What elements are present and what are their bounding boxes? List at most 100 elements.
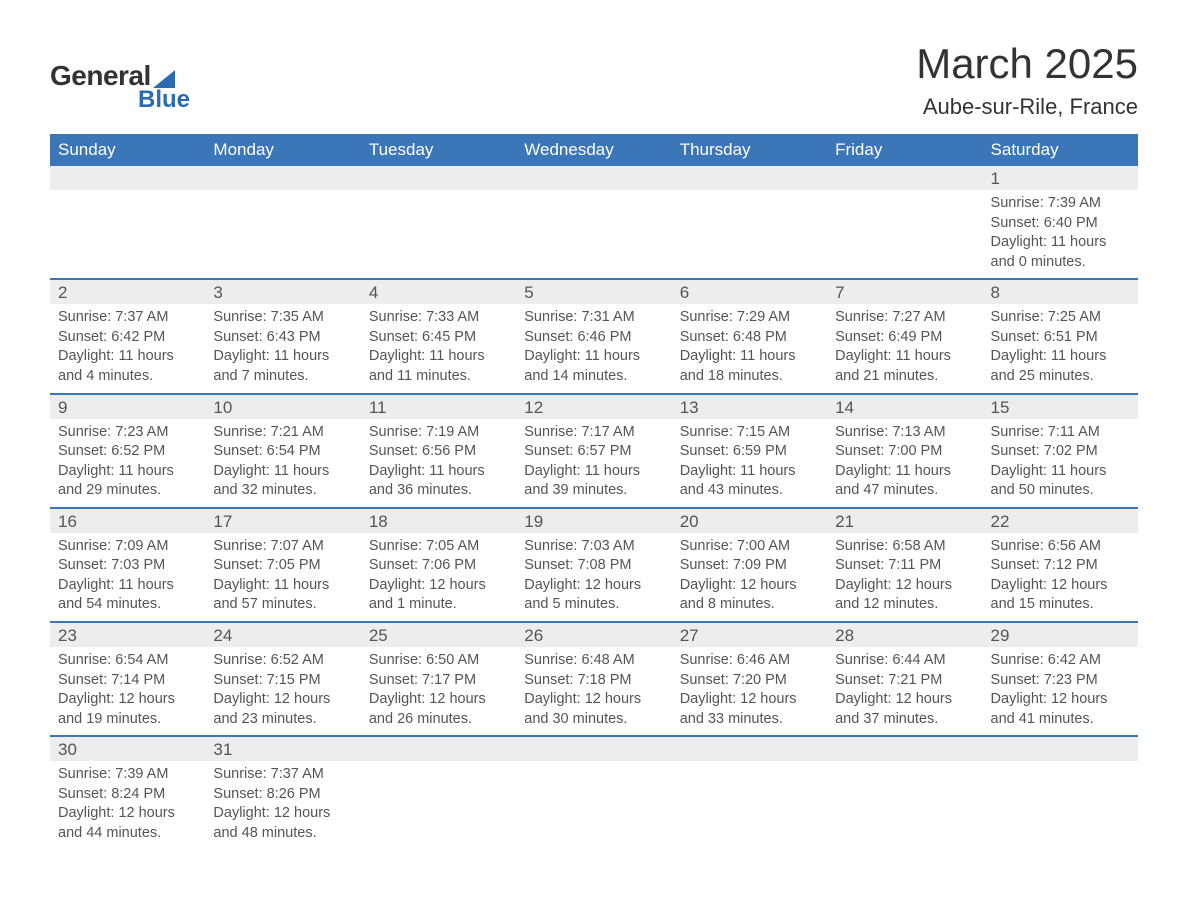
day-details: Sunrise: 7:39 AMSunset: 6:40 PMDaylight:… <box>983 190 1138 278</box>
calendar-day: 8Sunrise: 7:25 AMSunset: 6:51 PMDaylight… <box>983 280 1138 392</box>
day-number: 5 <box>516 280 671 304</box>
day-details: Sunrise: 6:46 AMSunset: 7:20 PMDaylight:… <box>672 647 827 735</box>
calendar-day: 11Sunrise: 7:19 AMSunset: 6:56 PMDayligh… <box>361 395 516 507</box>
sunrise-text: Sunrise: 7:29 AM <box>680 308 819 328</box>
sunrise-text: Sunrise: 6:46 AM <box>680 651 819 671</box>
calendar-day: 20Sunrise: 7:00 AMSunset: 7:09 PMDayligh… <box>672 509 827 621</box>
calendar-week: 9Sunrise: 7:23 AMSunset: 6:52 PMDaylight… <box>50 393 1138 507</box>
sunset-text: Sunset: 7:17 PM <box>369 671 508 691</box>
sunrise-text: Sunrise: 7:35 AM <box>213 308 352 328</box>
day-details: Sunrise: 7:13 AMSunset: 7:00 PMDaylight:… <box>827 419 982 507</box>
daylight-text: Daylight: 11 hours and 0 minutes. <box>991 233 1130 272</box>
calendar-day: 28Sunrise: 6:44 AMSunset: 7:21 PMDayligh… <box>827 623 982 735</box>
calendar-day: 5Sunrise: 7:31 AMSunset: 6:46 PMDaylight… <box>516 280 671 392</box>
day-details: Sunrise: 7:37 AMSunset: 8:26 PMDaylight:… <box>205 761 360 849</box>
day-details: Sunrise: 6:42 AMSunset: 7:23 PMDaylight:… <box>983 647 1138 735</box>
calendar-day: 2Sunrise: 7:37 AMSunset: 6:42 PMDaylight… <box>50 280 205 392</box>
day-details: Sunrise: 7:11 AMSunset: 7:02 PMDaylight:… <box>983 419 1138 507</box>
sunset-text: Sunset: 6:45 PM <box>369 328 508 348</box>
day-number: 10 <box>205 395 360 419</box>
location-label: Aube-sur-Rile, France <box>916 94 1138 120</box>
calendar-day: 19Sunrise: 7:03 AMSunset: 7:08 PMDayligh… <box>516 509 671 621</box>
day-number <box>827 737 982 761</box>
calendar-week: 2Sunrise: 7:37 AMSunset: 6:42 PMDaylight… <box>50 278 1138 392</box>
sunrise-text: Sunrise: 7:27 AM <box>835 308 974 328</box>
sunrise-text: Sunrise: 6:44 AM <box>835 651 974 671</box>
calendar-day: 30Sunrise: 7:39 AMSunset: 8:24 PMDayligh… <box>50 737 205 849</box>
sunrise-text: Sunrise: 7:37 AM <box>58 308 197 328</box>
day-details: Sunrise: 7:17 AMSunset: 6:57 PMDaylight:… <box>516 419 671 507</box>
day-details: Sunrise: 7:37 AMSunset: 6:42 PMDaylight:… <box>50 304 205 392</box>
daylight-text: Daylight: 11 hours and 57 minutes. <box>213 576 352 615</box>
sunset-text: Sunset: 8:24 PM <box>58 785 197 805</box>
dow-monday: Monday <box>205 134 360 166</box>
logo: General Blue <box>50 60 190 114</box>
day-number: 28 <box>827 623 982 647</box>
daylight-text: Daylight: 11 hours and 47 minutes. <box>835 462 974 501</box>
sunset-text: Sunset: 6:46 PM <box>524 328 663 348</box>
sunset-text: Sunset: 6:54 PM <box>213 442 352 462</box>
sunrise-text: Sunrise: 7:05 AM <box>369 537 508 557</box>
day-details: Sunrise: 7:35 AMSunset: 6:43 PMDaylight:… <box>205 304 360 392</box>
day-details: Sunrise: 7:19 AMSunset: 6:56 PMDaylight:… <box>361 419 516 507</box>
daylight-text: Daylight: 12 hours and 44 minutes. <box>58 804 197 843</box>
daylight-text: Daylight: 12 hours and 26 minutes. <box>369 690 508 729</box>
daylight-text: Daylight: 11 hours and 54 minutes. <box>58 576 197 615</box>
dow-saturday: Saturday <box>983 134 1138 166</box>
calendar-day <box>361 166 516 278</box>
daylight-text: Daylight: 11 hours and 14 minutes. <box>524 347 663 386</box>
calendar-week: 30Sunrise: 7:39 AMSunset: 8:24 PMDayligh… <box>50 735 1138 849</box>
daylight-text: Daylight: 11 hours and 18 minutes. <box>680 347 819 386</box>
daylight-text: Daylight: 11 hours and 11 minutes. <box>369 347 508 386</box>
daylight-text: Daylight: 12 hours and 12 minutes. <box>835 576 974 615</box>
calendar-day: 22Sunrise: 6:56 AMSunset: 7:12 PMDayligh… <box>983 509 1138 621</box>
daylight-text: Daylight: 12 hours and 1 minute. <box>369 576 508 615</box>
calendar-day: 23Sunrise: 6:54 AMSunset: 7:14 PMDayligh… <box>50 623 205 735</box>
sunset-text: Sunset: 7:20 PM <box>680 671 819 691</box>
calendar-day: 31Sunrise: 7:37 AMSunset: 8:26 PMDayligh… <box>205 737 360 849</box>
sunrise-text: Sunrise: 7:15 AM <box>680 423 819 443</box>
sunset-text: Sunset: 7:15 PM <box>213 671 352 691</box>
sunset-text: Sunset: 7:06 PM <box>369 556 508 576</box>
dow-sunday: Sunday <box>50 134 205 166</box>
day-number: 7 <box>827 280 982 304</box>
calendar-day: 13Sunrise: 7:15 AMSunset: 6:59 PMDayligh… <box>672 395 827 507</box>
calendar-week: 1Sunrise: 7:39 AMSunset: 6:40 PMDaylight… <box>50 166 1138 278</box>
day-number: 27 <box>672 623 827 647</box>
daylight-text: Daylight: 12 hours and 8 minutes. <box>680 576 819 615</box>
calendar-day: 18Sunrise: 7:05 AMSunset: 7:06 PMDayligh… <box>361 509 516 621</box>
sunset-text: Sunset: 6:57 PM <box>524 442 663 462</box>
day-number: 15 <box>983 395 1138 419</box>
day-number <box>516 166 671 190</box>
calendar-day: 14Sunrise: 7:13 AMSunset: 7:00 PMDayligh… <box>827 395 982 507</box>
day-number: 14 <box>827 395 982 419</box>
header: General Blue March 2025 Aube-sur-Rile, F… <box>50 40 1138 120</box>
calendar-day: 1Sunrise: 7:39 AMSunset: 6:40 PMDaylight… <box>983 166 1138 278</box>
daylight-text: Daylight: 11 hours and 32 minutes. <box>213 462 352 501</box>
calendar-day: 26Sunrise: 6:48 AMSunset: 7:18 PMDayligh… <box>516 623 671 735</box>
sunrise-text: Sunrise: 7:00 AM <box>680 537 819 557</box>
day-number: 9 <box>50 395 205 419</box>
day-number: 30 <box>50 737 205 761</box>
sunrise-text: Sunrise: 6:56 AM <box>991 537 1130 557</box>
day-number: 8 <box>983 280 1138 304</box>
day-details: Sunrise: 6:56 AMSunset: 7:12 PMDaylight:… <box>983 533 1138 621</box>
sunset-text: Sunset: 6:51 PM <box>991 328 1130 348</box>
sunrise-text: Sunrise: 7:13 AM <box>835 423 974 443</box>
day-number <box>516 737 671 761</box>
day-number: 4 <box>361 280 516 304</box>
calendar-day: 24Sunrise: 6:52 AMSunset: 7:15 PMDayligh… <box>205 623 360 735</box>
daylight-text: Daylight: 11 hours and 21 minutes. <box>835 347 974 386</box>
title-block: March 2025 Aube-sur-Rile, France <box>916 40 1138 120</box>
daylight-text: Daylight: 12 hours and 37 minutes. <box>835 690 974 729</box>
day-number: 22 <box>983 509 1138 533</box>
calendar-day: 6Sunrise: 7:29 AMSunset: 6:48 PMDaylight… <box>672 280 827 392</box>
calendar-day <box>361 737 516 849</box>
day-number <box>827 166 982 190</box>
sunset-text: Sunset: 6:59 PM <box>680 442 819 462</box>
day-number: 21 <box>827 509 982 533</box>
logo-text-general: General <box>50 60 151 92</box>
sunset-text: Sunset: 6:52 PM <box>58 442 197 462</box>
daylight-text: Daylight: 11 hours and 43 minutes. <box>680 462 819 501</box>
day-details: Sunrise: 7:21 AMSunset: 6:54 PMDaylight:… <box>205 419 360 507</box>
